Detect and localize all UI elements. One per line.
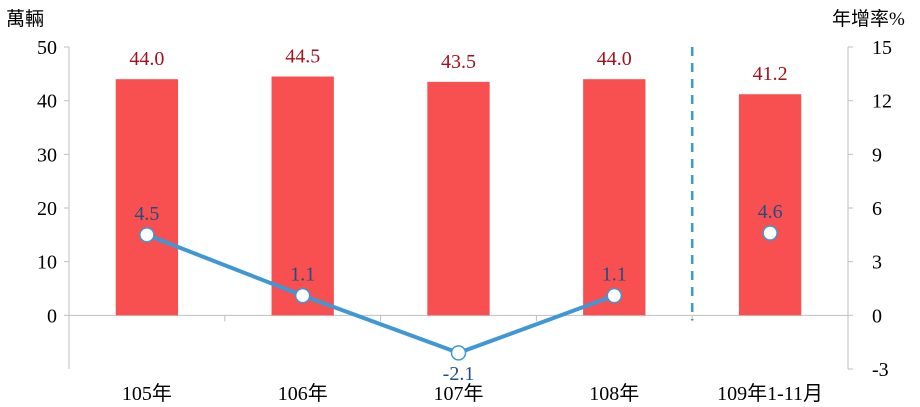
line-series xyxy=(139,225,778,361)
tick-labels: 0 10 20 30 40 50 -3 0 3 6 9 12 15 105年 106年 107年 108年 109… xyxy=(37,37,892,405)
line-data-label: 1.1 xyxy=(290,264,315,286)
x-axis-tick-label: 107年 xyxy=(434,382,484,405)
right-axis-tick-label: 9 xyxy=(872,144,882,166)
right-axis-tick-label: 3 xyxy=(872,252,882,274)
left-axis-tick-label: 40 xyxy=(37,91,57,113)
chart-labels: 44.0 44.5 43.5 44.0 41.2 4.5 1.1 -2.1 1.1 4.6 xyxy=(129,46,787,385)
right-axis-tick-label: 0 xyxy=(872,305,882,327)
bar-data-label: 44.0 xyxy=(129,48,164,70)
bar-series xyxy=(115,76,802,316)
right-axis-tick-label: -3 xyxy=(872,359,889,381)
right-axis-tick-label: 6 xyxy=(872,198,882,220)
line-point xyxy=(139,227,155,243)
x-axis-tick-label: 105年 xyxy=(122,382,172,405)
line-point xyxy=(762,225,778,241)
bar-data-label: 44.0 xyxy=(597,48,632,70)
bar xyxy=(738,94,802,316)
bar-data-label: 41.2 xyxy=(753,63,788,85)
line-data-label: -2.1 xyxy=(443,363,475,385)
x-axis-tick-label: 106年 xyxy=(278,382,328,405)
plot-axes xyxy=(64,46,853,370)
left-axis-tick-label: 0 xyxy=(47,305,57,327)
bar xyxy=(583,79,646,316)
line-data-label: 4.6 xyxy=(758,201,783,223)
growth-line xyxy=(144,232,617,355)
left-axis-tick-label: 20 xyxy=(37,198,57,220)
left-axis-tick-label: 10 xyxy=(37,252,57,274)
left-axis-tick-label: 50 xyxy=(37,37,57,59)
line-data-label: 1.1 xyxy=(602,264,627,286)
bar-data-label: 44.5 xyxy=(285,46,320,68)
left-axis-title: 萬輛 xyxy=(6,8,44,30)
right-axis-title: 年增率% xyxy=(832,8,905,30)
line-point xyxy=(450,345,467,361)
bar xyxy=(115,79,179,316)
line-point xyxy=(294,287,311,304)
right-axis-tick-label: 15 xyxy=(872,37,892,59)
right-axis-tick-label: 12 xyxy=(872,91,892,113)
x-axis-tick-label: 109年1-11月 xyxy=(717,382,823,405)
x-axis-tick-label: 108年 xyxy=(589,382,639,405)
line-data-label: 4.5 xyxy=(134,203,159,225)
line-point xyxy=(606,287,623,304)
bar xyxy=(427,81,490,316)
left-axis-tick-label: 30 xyxy=(37,144,57,166)
bar-data-label: 43.5 xyxy=(441,51,476,73)
bar xyxy=(271,76,334,316)
